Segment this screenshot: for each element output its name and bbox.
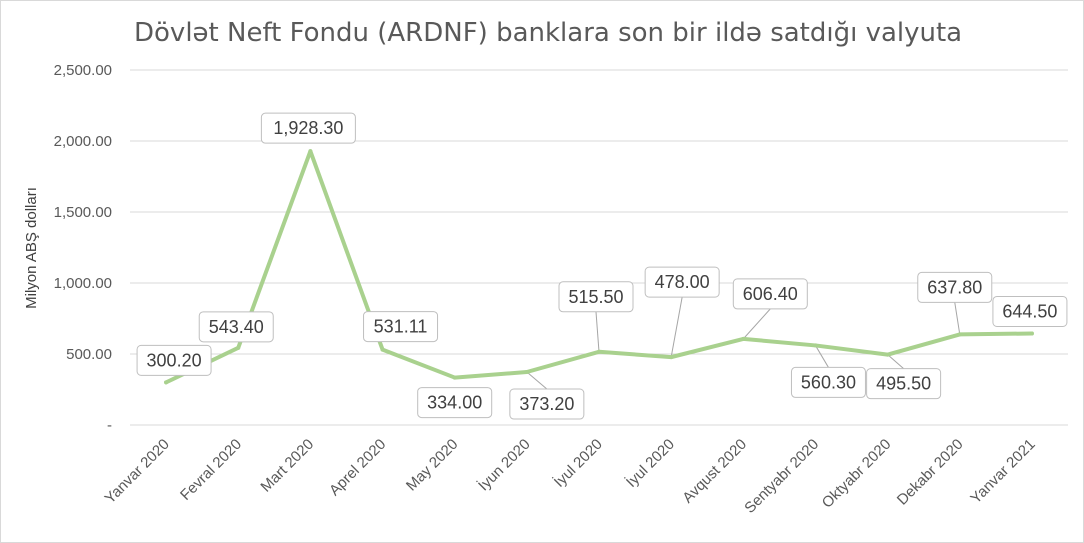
data-labels: 300.20 543.40 1,928.30 531.11 334.00 373.20 51… (136, 112, 1068, 420)
y-tick-label: 500.00 (66, 346, 112, 363)
data-label: 300.20 (147, 350, 202, 370)
x-tick-label: Mart 2020 (257, 436, 317, 496)
data-label: 1,928.30 (273, 118, 343, 138)
data-point (380, 347, 385, 352)
data-label-box (260, 112, 356, 144)
x-tick-label: İyul 2020 (550, 435, 606, 491)
x-tick-label: Sentyabr 2020 (741, 436, 822, 517)
series-line (164, 149, 1034, 385)
data-label: 373.20 (519, 394, 574, 414)
x-tick-label: Yanvar 2021 (967, 436, 1038, 507)
data-label: 495.50 (876, 374, 931, 394)
x-tick-label: Fevral 2020 (177, 436, 245, 504)
data-point (236, 345, 241, 350)
y-tick-label: 2,500.00 (54, 62, 112, 79)
data-point (597, 349, 601, 354)
data-point (885, 352, 890, 357)
data-label: 515.50 (568, 287, 623, 307)
data-point (813, 343, 818, 348)
label-leader (670, 297, 683, 358)
label-leader (742, 308, 771, 340)
data-point (452, 375, 457, 380)
y-tick-label: 2,000.00 (54, 133, 112, 150)
label-leader (815, 345, 829, 368)
data-point (957, 332, 962, 337)
label-leader (526, 371, 548, 390)
x-tick-label: İyul 2020 (622, 435, 678, 491)
data-point (524, 370, 529, 375)
x-tick-label: May 2020 (403, 436, 462, 495)
data-point (308, 149, 313, 154)
data-label: 644.50 (1002, 301, 1057, 321)
y-tick-label: 1,000.00 (54, 275, 112, 292)
data-label: 478.00 (655, 272, 710, 292)
label-leader (887, 354, 904, 370)
x-tick-label: Dekabr 2020 (894, 436, 967, 509)
data-label: 637.80 (927, 277, 982, 297)
data-label-box (198, 311, 274, 343)
data-label-box (790, 366, 866, 398)
data-label-box (917, 271, 993, 303)
y-tick-label: 1,500.00 (54, 204, 112, 221)
x-tick-label: Oktyabr 2020 (819, 436, 895, 512)
data-label-box (644, 266, 720, 298)
data-label: 543.40 (209, 317, 264, 337)
data-point (1029, 331, 1034, 336)
data-label-box (992, 295, 1068, 327)
data-label-box (558, 281, 634, 313)
y-axis-ticks: - 500.00 1,000.00 1,500.00 2,000.00 2,500.00 (54, 62, 112, 434)
label-leader (954, 302, 961, 335)
data-label-box (732, 278, 808, 310)
data-label-box (417, 387, 493, 419)
data-label-box (363, 311, 439, 343)
data-label-box (509, 388, 585, 420)
data-point (741, 336, 746, 341)
label-leader-lines (526, 297, 961, 390)
x-tick-label: İyun 2020 (474, 435, 533, 494)
data-label-box (136, 344, 212, 376)
data-label: 606.40 (743, 284, 798, 304)
x-tick-label: Avqust 2020 (679, 436, 750, 507)
data-label: 560.30 (801, 372, 856, 392)
x-tick-label: Yanvar 2020 (102, 436, 173, 507)
data-point (164, 380, 169, 385)
y-axis-label: Milyon ABŞ dolları (23, 187, 40, 309)
x-tick-label: Aprel 2020 (326, 436, 389, 499)
label-leader (595, 311, 600, 352)
x-axis-ticks: Yanvar 2020 Fevral 2020 Mart 2020 Aprel 202… (102, 435, 1039, 517)
data-label: 334.00 (427, 393, 482, 413)
data-label-box (866, 368, 942, 400)
data-label: 531.11 (374, 317, 428, 337)
y-tick-label: - (107, 417, 112, 434)
chart-title: Dövlət Neft Fondu (ARDNF) banklara son b… (134, 18, 962, 48)
data-point (669, 355, 674, 360)
